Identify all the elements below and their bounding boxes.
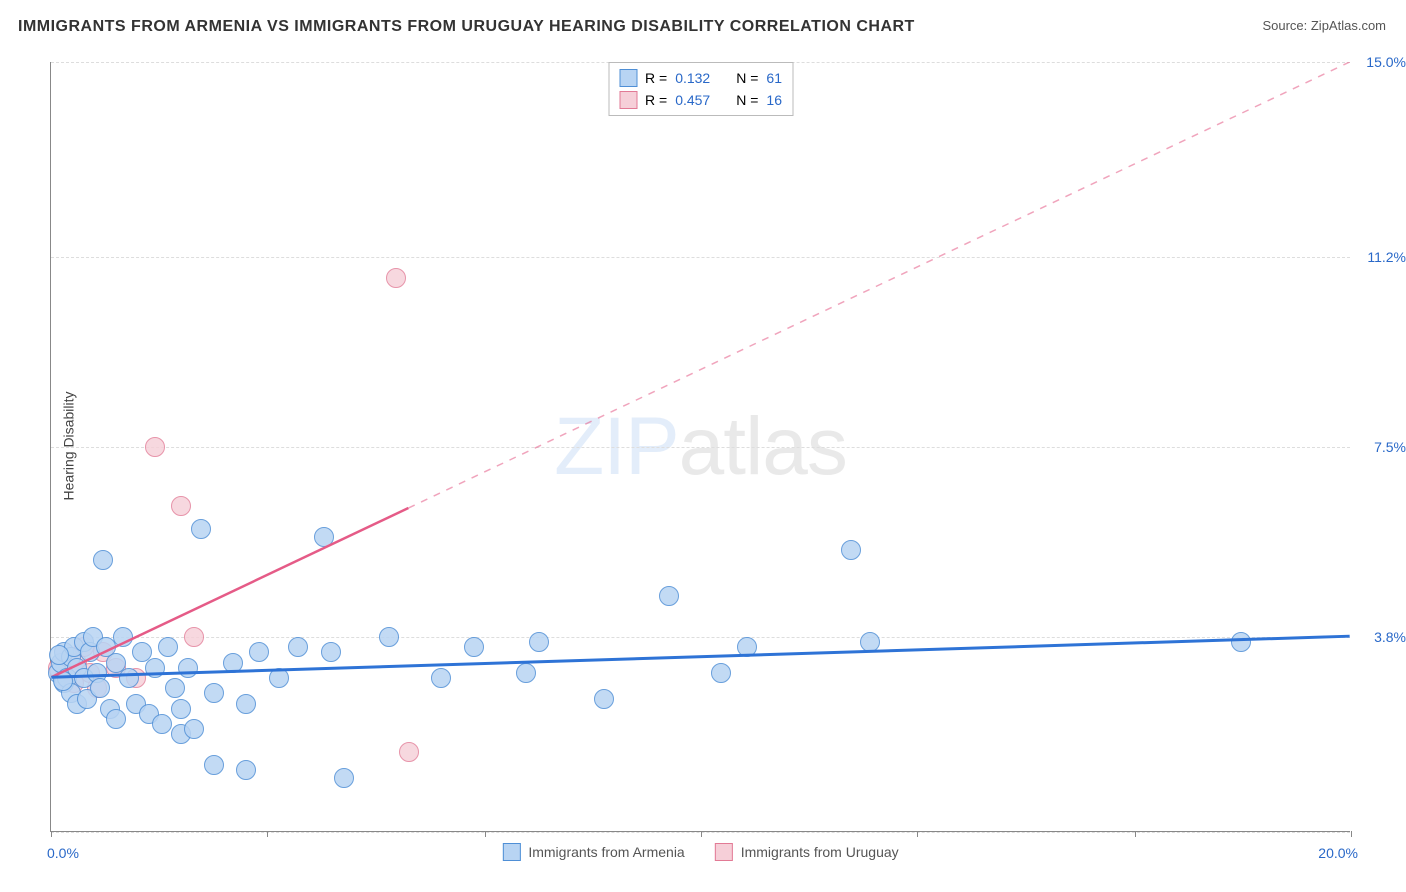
x-min-label: 0.0% [47, 845, 79, 861]
data-point-armenia [321, 642, 341, 662]
y-tick-label: 7.5% [1374, 439, 1406, 455]
n-prefix: N = [736, 92, 758, 108]
data-point-armenia [204, 755, 224, 775]
data-point-armenia [178, 658, 198, 678]
data-point-uruguay [399, 742, 419, 762]
data-point-armenia [184, 719, 204, 739]
data-point-armenia [90, 678, 110, 698]
chart-title: IMMIGRANTS FROM ARMENIA VS IMMIGRANTS FR… [18, 18, 915, 36]
r-value-uruguay: 0.457 [675, 92, 710, 108]
data-point-armenia [93, 550, 113, 570]
regression-line-armenia [51, 636, 1349, 677]
data-point-armenia [236, 760, 256, 780]
swatch-armenia [619, 69, 637, 87]
legend-item-armenia: Immigrants from Armenia [502, 843, 684, 861]
data-point-armenia [165, 678, 185, 698]
data-point-uruguay [171, 496, 191, 516]
gridline [51, 257, 1350, 258]
swatch-armenia [502, 843, 520, 861]
n-value-uruguay: 16 [766, 92, 782, 108]
data-point-armenia [223, 653, 243, 673]
legend-label-uruguay: Immigrants from Uruguay [741, 844, 899, 860]
r-prefix: R = [645, 70, 667, 86]
data-point-armenia [53, 671, 73, 691]
gridline [51, 637, 1350, 638]
data-point-armenia [269, 668, 289, 688]
stats-row-uruguay: R = 0.457 N = 16 [619, 89, 782, 111]
chart-plot-area: ZIPatlas 3.8%7.5%11.2%15.0% R = 0.132 N … [50, 62, 1350, 832]
watermark-zip: ZIP [554, 401, 679, 492]
legend-item-uruguay: Immigrants from Uruguay [715, 843, 899, 861]
x-tick [1135, 831, 1136, 837]
data-point-armenia [171, 699, 191, 719]
swatch-uruguay [619, 91, 637, 109]
data-point-armenia [860, 632, 880, 652]
stats-row-armenia: R = 0.132 N = 61 [619, 67, 782, 89]
n-value-armenia: 61 [766, 70, 782, 86]
data-point-armenia [249, 642, 269, 662]
swatch-uruguay [715, 843, 733, 861]
data-point-armenia [145, 658, 165, 678]
data-point-armenia [158, 637, 178, 657]
data-point-uruguay [184, 627, 204, 647]
data-point-armenia [204, 683, 224, 703]
y-tick-label: 3.8% [1374, 629, 1406, 645]
data-point-uruguay [386, 268, 406, 288]
data-point-armenia [191, 519, 211, 539]
data-point-armenia [288, 637, 308, 657]
x-tick [51, 831, 52, 837]
data-point-armenia [431, 668, 451, 688]
regression-extrapolation-uruguay [408, 62, 1349, 508]
x-tick [701, 831, 702, 837]
data-point-armenia [529, 632, 549, 652]
data-point-armenia [659, 586, 679, 606]
data-point-armenia [236, 694, 256, 714]
data-point-armenia [594, 689, 614, 709]
x-tick [485, 831, 486, 837]
y-tick-label: 11.2% [1367, 249, 1406, 265]
data-point-armenia [379, 627, 399, 647]
data-point-armenia [841, 540, 861, 560]
data-point-armenia [152, 714, 172, 734]
data-point-armenia [119, 668, 139, 688]
data-point-armenia [113, 627, 133, 647]
n-prefix: N = [736, 70, 758, 86]
x-tick [1351, 831, 1352, 837]
data-point-armenia [106, 709, 126, 729]
gridline [51, 447, 1350, 448]
r-prefix: R = [645, 92, 667, 108]
stats-legend: R = 0.132 N = 61 R = 0.457 N = 16 [608, 62, 793, 116]
data-point-armenia [49, 645, 69, 665]
legend-label-armenia: Immigrants from Armenia [528, 844, 684, 860]
r-value-armenia: 0.132 [675, 70, 710, 86]
data-point-armenia [516, 663, 536, 683]
x-max-label: 20.0% [1318, 845, 1358, 861]
watermark-atlas: atlas [679, 401, 847, 492]
data-point-armenia [334, 768, 354, 788]
y-tick-label: 15.0% [1366, 54, 1406, 70]
series-legend: Immigrants from Armenia Immigrants from … [502, 843, 898, 861]
source-attribution: Source: ZipAtlas.com [1262, 18, 1386, 33]
data-point-armenia [464, 637, 484, 657]
data-point-armenia [314, 527, 334, 547]
data-point-armenia [737, 637, 757, 657]
data-point-armenia [711, 663, 731, 683]
data-point-armenia [1231, 632, 1251, 652]
x-tick [917, 831, 918, 837]
x-tick [267, 831, 268, 837]
data-point-uruguay [145, 437, 165, 457]
